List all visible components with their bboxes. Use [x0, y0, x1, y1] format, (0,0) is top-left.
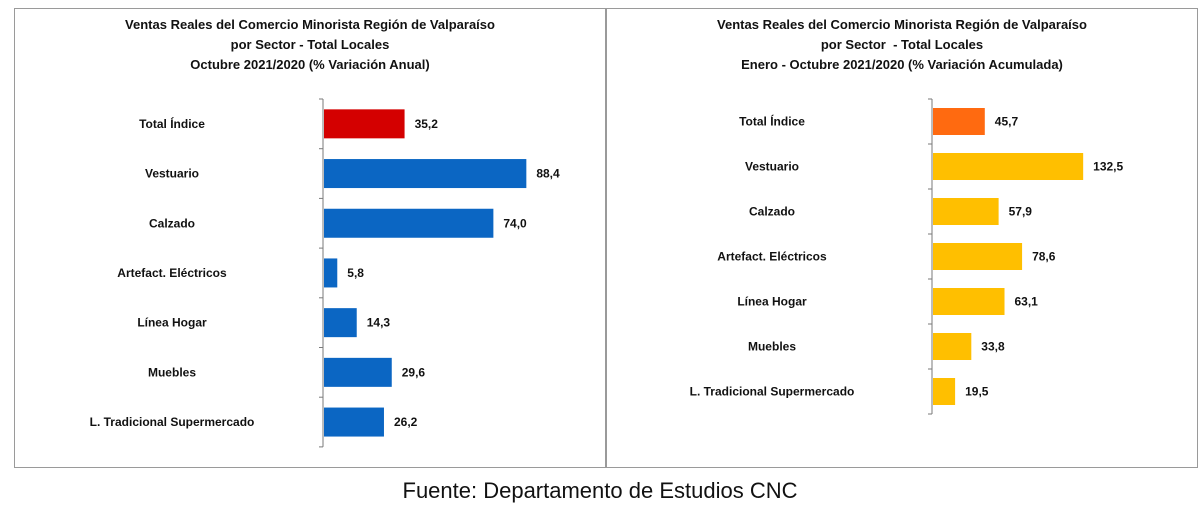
bar-chart-left: Total Índice 35,2 Vestuario 88,4 Calzado 74,0… — [90, 98, 560, 448]
value-label: 33,8 — [981, 340, 1005, 354]
value-label: 45,7 — [995, 115, 1019, 129]
category-label: L. Tradicional Supermercado — [90, 415, 255, 429]
value-label: 5,8 — [347, 266, 364, 280]
bar — [324, 109, 405, 139]
category-label: Línea Hogar — [137, 316, 207, 330]
category-label: Artefact. Eléctricos — [117, 266, 227, 280]
value-label: 63,1 — [1015, 295, 1039, 309]
category-label: Línea Hogar — [737, 295, 807, 309]
value-label: 74,0 — [503, 216, 527, 230]
category-label: Muebles — [748, 340, 796, 354]
chart-title-line: Enero - Octubre 2021/2020 (% Variación A… — [741, 57, 1063, 72]
bar — [324, 308, 357, 338]
bar — [933, 153, 1084, 180]
value-label: 29,6 — [402, 365, 426, 379]
value-label: 88,4 — [536, 167, 560, 181]
category-label: Vestuario — [745, 160, 799, 174]
category-label: Artefact. Eléctricos — [717, 250, 827, 264]
chart-title-line: Octubre 2021/2020 (% Variación Anual) — [190, 57, 430, 72]
chart-panel-right: Ventas Reales del Comercio Minorista Reg… — [606, 8, 1198, 468]
category-label: L. Tradicional Supermercado — [690, 385, 855, 399]
category-label: Calzado — [149, 216, 195, 230]
bar-chart-right: Total Índice 45,7 Vestuario 132,5 Calzado 57,… — [690, 98, 1124, 415]
category-label: Muebles — [148, 365, 196, 379]
value-label: 19,5 — [965, 385, 989, 399]
bar — [933, 333, 972, 360]
value-label: 78,6 — [1032, 250, 1056, 264]
bar — [324, 357, 392, 387]
value-label: 57,9 — [1009, 205, 1033, 219]
bar — [933, 108, 985, 135]
bar — [933, 243, 1023, 270]
value-label: 14,3 — [367, 316, 391, 330]
category-label: Vestuario — [145, 167, 199, 181]
chart-title-line: Ventas Reales del Comercio Minorista Reg… — [717, 17, 1087, 32]
chart-title-line: por Sector - Total Locales — [820, 37, 984, 52]
bar — [324, 159, 527, 189]
bar — [324, 258, 338, 288]
value-label: 35,2 — [415, 117, 439, 131]
value-label: 132,5 — [1093, 160, 1123, 174]
chart-title-right: Ventas Reales del Comercio Minorista Reg… — [607, 15, 1197, 75]
bar — [933, 378, 956, 405]
chart-title-line: por Sector - Total Locales — [230, 37, 390, 52]
chart-title-left: Ventas Reales del Comercio Minorista Reg… — [15, 15, 605, 75]
category-label: Calzado — [749, 205, 795, 219]
bar — [933, 198, 999, 225]
value-label: 26,2 — [394, 415, 418, 429]
bar — [324, 407, 384, 437]
category-label: Total Índice — [739, 114, 805, 129]
bar — [933, 288, 1005, 315]
source-caption: Fuente: Departamento de Estudios CNC — [402, 478, 798, 503]
category-label: Total Índice — [139, 116, 205, 131]
chart-title-line: Ventas Reales del Comercio Minorista Reg… — [125, 17, 495, 32]
chart-panel-left: Ventas Reales del Comercio Minorista Reg… — [14, 8, 606, 468]
bar — [324, 208, 494, 238]
